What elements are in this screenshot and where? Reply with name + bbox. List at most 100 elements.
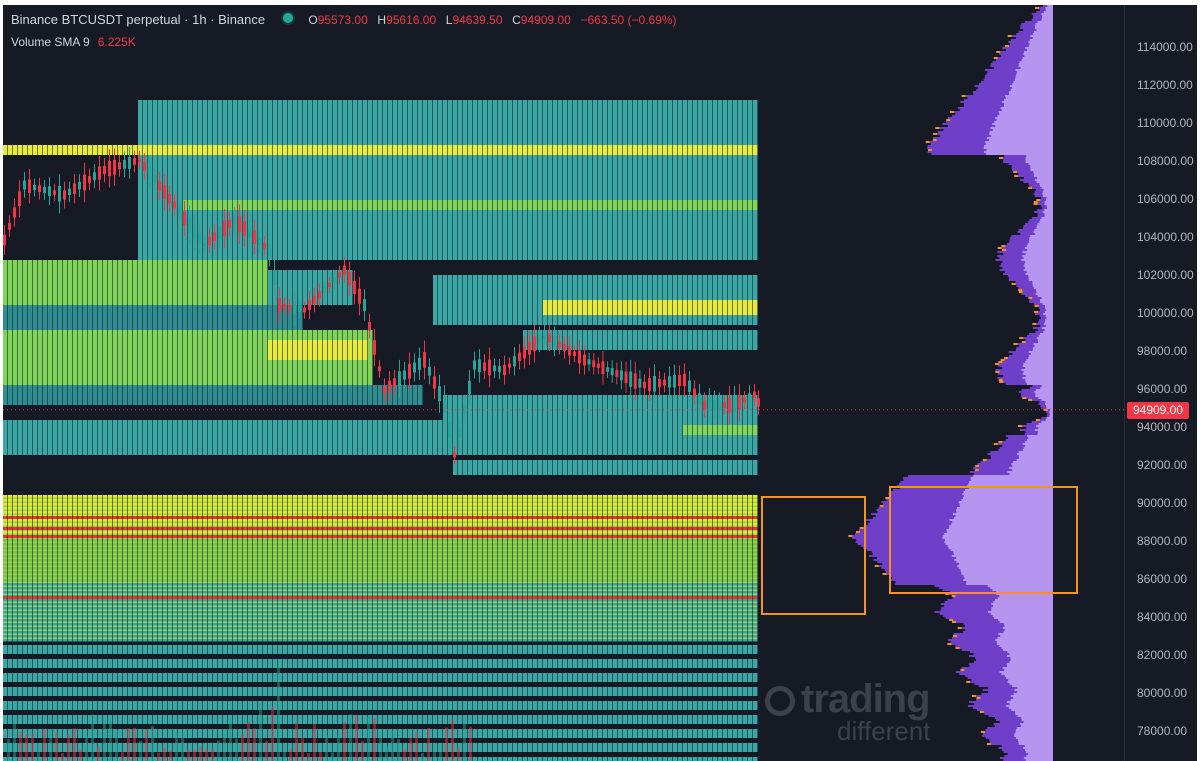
volume-profile-bar-inner bbox=[999, 645, 1053, 647]
volume-profile-bar-inner bbox=[1022, 255, 1053, 257]
volume-profile-bar-inner bbox=[963, 579, 1053, 581]
candle-body bbox=[703, 400, 706, 410]
volume-profile-bar-inner bbox=[959, 563, 1053, 565]
volume-indicator-legend[interactable]: Volume SMA 9 6.225K bbox=[11, 35, 136, 49]
heatmap-band bbox=[3, 145, 758, 155]
candle-body bbox=[518, 352, 521, 362]
open-label: O bbox=[308, 13, 318, 27]
volume-profile-edge bbox=[1022, 397, 1027, 399]
heatmap-column-sep bbox=[677, 100, 678, 761]
volume-profile-bar-inner bbox=[1045, 315, 1053, 317]
volume-profile-edge bbox=[957, 627, 962, 629]
candle-body bbox=[93, 172, 96, 181]
volume-profile-bar-inner bbox=[999, 595, 1053, 597]
volume-profile-bar-inner bbox=[997, 637, 1053, 639]
volume-profile-bar-inner bbox=[1041, 297, 1053, 299]
volume-profile-bar-inner bbox=[1038, 341, 1053, 343]
volume-profile-bar-inner bbox=[994, 599, 1053, 601]
volume-profile-bar-inner bbox=[1021, 59, 1053, 61]
volume-bar bbox=[187, 749, 190, 761]
volume-profile-bar-inner bbox=[1030, 167, 1053, 169]
candle-body bbox=[88, 175, 91, 183]
heatmap-column-sep bbox=[367, 100, 368, 761]
volume-bar bbox=[349, 714, 352, 761]
volume-profile-bar-inner bbox=[1021, 717, 1053, 719]
candle-body bbox=[128, 156, 131, 169]
heatmap-column-sep bbox=[642, 100, 643, 761]
heatmap-column-sep bbox=[102, 100, 103, 761]
volume-bar bbox=[193, 749, 196, 761]
volume-profile-bar-inner bbox=[990, 613, 1053, 615]
heatmap-band bbox=[543, 300, 758, 315]
candle-body bbox=[293, 301, 296, 315]
close-value: 94909.00 bbox=[520, 13, 571, 27]
heatmap-column-sep bbox=[372, 100, 373, 761]
heatmap-column-sep bbox=[117, 100, 118, 761]
heatmap-column-sep bbox=[407, 100, 408, 761]
candle-body bbox=[393, 378, 396, 387]
heatmap-column-sep bbox=[667, 100, 668, 761]
volume-profile-bar-inner bbox=[984, 151, 1053, 153]
volume-profile-bar-inner bbox=[1015, 729, 1053, 731]
candle-body bbox=[83, 174, 86, 191]
volume-profile-bar-inner bbox=[1008, 679, 1053, 681]
liquidation-heatmap-chart[interactable] bbox=[3, 5, 1125, 761]
heatmap-column-sep bbox=[702, 100, 703, 761]
volume-profile-bar-inner bbox=[1041, 421, 1053, 423]
volume-profile-edge bbox=[1032, 323, 1037, 325]
symbol-title[interactable]: Binance BTCUSDT perpetual · 1h · Binance bbox=[11, 12, 266, 27]
volume-profile-bar-inner bbox=[1042, 15, 1053, 17]
heatmap-column-sep bbox=[682, 100, 683, 761]
volume-profile-bar-inner bbox=[1035, 389, 1053, 391]
volume-profile-bar-inner bbox=[1036, 29, 1053, 31]
volume-profile-bar-inner bbox=[966, 583, 1053, 585]
heatmap-column-sep bbox=[447, 100, 448, 761]
volume-profile-bar-inner bbox=[1012, 469, 1053, 471]
volume-profile-bar-inner bbox=[1022, 365, 1053, 367]
heatmap-stripe bbox=[3, 587, 758, 590]
chart-window[interactable]: Binance BTCUSDT perpetual · 1h · Binance… bbox=[3, 5, 1197, 761]
candle-body bbox=[678, 375, 681, 387]
volume-profile-bar-inner bbox=[997, 597, 1053, 599]
volume-profile-edge bbox=[885, 497, 890, 499]
heatmap-stripe bbox=[3, 507, 758, 510]
volume-profile-bar-inner bbox=[1012, 83, 1053, 85]
volume-profile-bar-inner bbox=[992, 589, 1053, 591]
price-axis[interactable]: 114000.00 112000.00 110000.00 108000.00 1060… bbox=[1124, 5, 1197, 761]
volume-bar bbox=[235, 738, 238, 761]
heatmap-column-sep bbox=[197, 100, 198, 761]
heatmap-column-sep bbox=[722, 100, 723, 761]
heatmap-column-sep bbox=[57, 100, 58, 761]
volume-bar bbox=[151, 725, 154, 761]
volume-profile-edge bbox=[935, 127, 940, 129]
price-tick: 86000.00 bbox=[1137, 572, 1188, 586]
current-price-badge: 94909.00 bbox=[1127, 401, 1189, 419]
heatmap-column-sep bbox=[332, 100, 333, 761]
volume-profile-bar-inner bbox=[1002, 627, 1053, 629]
heatmap-stripe bbox=[3, 551, 758, 554]
volume-profile-bar-inner bbox=[1024, 745, 1053, 747]
close-label: C bbox=[512, 13, 521, 27]
heatmap-column-sep bbox=[157, 100, 158, 761]
volume-profile-bar-inner bbox=[1025, 161, 1053, 163]
volume-profile-edge bbox=[1033, 201, 1038, 203]
volume-profile-bar-inner bbox=[1016, 459, 1053, 461]
volume-profile-edge bbox=[1028, 187, 1033, 189]
volume-profile-bar-inner bbox=[1020, 725, 1053, 727]
volume-profile-bar-inner bbox=[1000, 635, 1053, 637]
price-tick: 82000.00 bbox=[1137, 648, 1188, 662]
volume-bar bbox=[439, 743, 442, 761]
heatmap-column-sep bbox=[497, 100, 498, 761]
candle-body bbox=[573, 351, 576, 356]
candle-body bbox=[343, 265, 346, 275]
volume-profile-bar-inner bbox=[1026, 755, 1053, 757]
candle-body bbox=[423, 352, 426, 368]
volume-bar bbox=[289, 748, 292, 761]
volume-profile-bar-inner bbox=[947, 545, 1053, 547]
heatmap-column-sep bbox=[432, 100, 433, 761]
volume-profile-bar-inner bbox=[1025, 751, 1053, 753]
candle-body bbox=[278, 298, 281, 312]
volume-bar bbox=[277, 667, 280, 761]
volume-profile-edge bbox=[848, 535, 853, 537]
volume-profile-bar-inner bbox=[1047, 5, 1053, 7]
